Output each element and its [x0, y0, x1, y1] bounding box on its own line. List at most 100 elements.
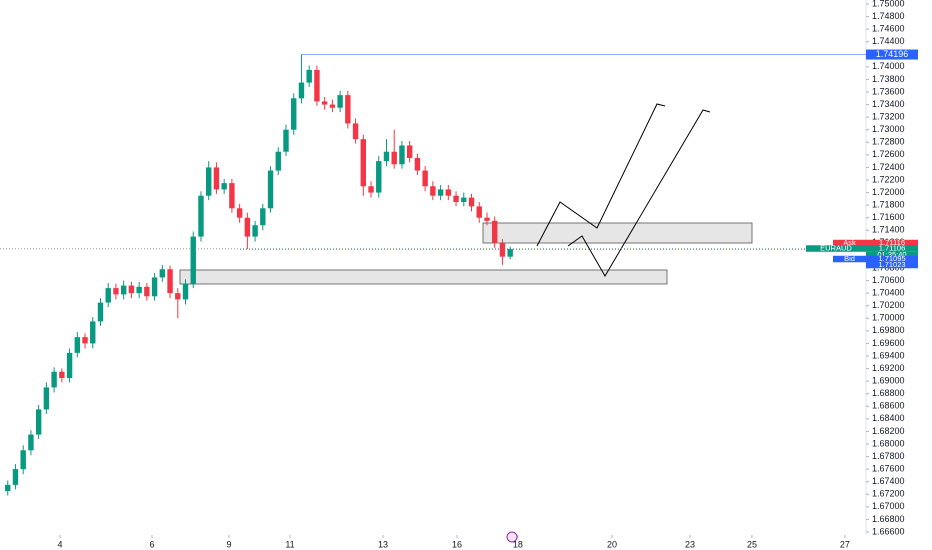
- candle-body: [368, 186, 374, 193]
- candle-body: [476, 206, 482, 218]
- candle-body: [414, 158, 421, 171]
- candle-body: [51, 371, 57, 388]
- candle-body: [97, 302, 104, 322]
- candle-body: [144, 286, 150, 297]
- candle-body: [74, 337, 80, 353]
- y-tick-label: 1.72200: [872, 174, 905, 184]
- candle-body: [66, 352, 73, 378]
- y-tick-label: 1.68200: [872, 426, 905, 436]
- candle-body: [391, 151, 397, 165]
- x-tick-label: 6: [149, 539, 154, 549]
- candle-body: [314, 70, 320, 102]
- demand-zone: [179, 269, 668, 285]
- x-tick-label: 16: [452, 539, 462, 549]
- x-tick-label: 9: [226, 539, 231, 549]
- candle-body: [275, 151, 281, 171]
- candle-body: [151, 277, 158, 297]
- supply-zone: [482, 222, 753, 244]
- candle-body: [221, 183, 227, 190]
- candle-body: [190, 236, 196, 284]
- event-icon: [506, 531, 518, 543]
- candle-body: [213, 167, 220, 190]
- candle-body: [337, 95, 343, 108]
- y-tick-label: 1.70400: [872, 288, 905, 298]
- y-tick-label: 1.74800: [872, 11, 905, 21]
- candle-body: [492, 220, 498, 243]
- candle-body: [120, 285, 127, 295]
- bid-value: 1.71095: [878, 254, 905, 263]
- ask-tag: [833, 239, 866, 247]
- candle-body: [244, 217, 251, 237]
- y-tick-label: 1.72400: [872, 162, 905, 172]
- candle-body: [105, 288, 111, 303]
- last-badge: [866, 245, 918, 252]
- y-tick-label: 1.67600: [872, 464, 905, 474]
- y-tick-label: 1.68000: [872, 438, 905, 448]
- candle-body: [291, 98, 297, 130]
- candle-body: [113, 288, 119, 295]
- candle-body: [499, 242, 506, 257]
- x-tick-label: 25: [747, 539, 757, 549]
- bid-tag: [833, 255, 866, 263]
- projection-path: [536, 103, 666, 247]
- candle-body: [437, 189, 444, 196]
- ask-tag-label: Ask: [843, 238, 856, 247]
- candle-body: [260, 208, 266, 226]
- y-tick-label: 1.67800: [872, 451, 905, 461]
- y-tick-label: 1.74000: [872, 61, 905, 71]
- candle-body: [376, 161, 382, 193]
- y-tick-label: 1.69400: [872, 350, 905, 360]
- y-tick-label: 1.74600: [872, 24, 905, 34]
- candle-body: [484, 217, 490, 221]
- bid-tag-label: Bid: [844, 254, 855, 263]
- y-tick-label: 1.75000: [872, 0, 905, 8]
- candle-body: [283, 129, 289, 152]
- y-tick-label: 1.67200: [872, 489, 905, 499]
- candle-body: [167, 269, 173, 294]
- y-tick-label: 1.70600: [872, 275, 905, 285]
- candle-body: [12, 469, 19, 485]
- candle-body: [430, 186, 436, 196]
- candle-body: [182, 283, 189, 300]
- candle-body: [507, 249, 513, 257]
- candle-body: [360, 139, 366, 187]
- candle-body: [267, 170, 274, 209]
- candle-body: [306, 70, 312, 83]
- candle-body: [468, 197, 475, 207]
- candle-body: [35, 409, 42, 435]
- y-tick-label: 1.67400: [872, 476, 905, 486]
- candle-body: [28, 434, 34, 451]
- candle-body: [43, 387, 50, 410]
- candle-body: [90, 321, 96, 344]
- candle-body: [252, 225, 258, 237]
- x-tick-label: 23: [685, 539, 695, 549]
- y-tick-label: 1.68800: [872, 388, 905, 398]
- y-tick-label: 1.73600: [872, 86, 905, 96]
- candle-body: [461, 197, 467, 202]
- bid-badge: [866, 255, 918, 263]
- candle-body: [198, 195, 204, 237]
- y-tick-label: 1.72600: [872, 149, 905, 159]
- bid-low-badge: [866, 261, 918, 269]
- x-tick-label: 11: [285, 539, 294, 549]
- candle-body: [136, 286, 142, 294]
- projection-path: [567, 109, 711, 277]
- candle-body: [329, 104, 336, 108]
- y-tick-label: 1.69800: [872, 325, 905, 335]
- y-tick-label: 1.70000: [872, 313, 905, 323]
- y-tick-label: 1.71800: [872, 200, 905, 210]
- last-tag: [806, 245, 866, 252]
- ask-value: 1.71116: [879, 238, 905, 247]
- y-tick-label: 1.69600: [872, 338, 905, 348]
- last-value: 1.71106: [879, 244, 906, 253]
- bid-low-value: 1.71023: [878, 260, 905, 269]
- candle-body: [59, 371, 65, 378]
- x-tick-label: 27: [840, 539, 850, 549]
- candle-body: [20, 450, 26, 470]
- candle-body: [159, 269, 166, 278]
- candle-body: [206, 167, 212, 196]
- y-tick-label: 1.71600: [872, 212, 905, 222]
- candle-body: [321, 101, 328, 105]
- candle-body: [422, 170, 428, 187]
